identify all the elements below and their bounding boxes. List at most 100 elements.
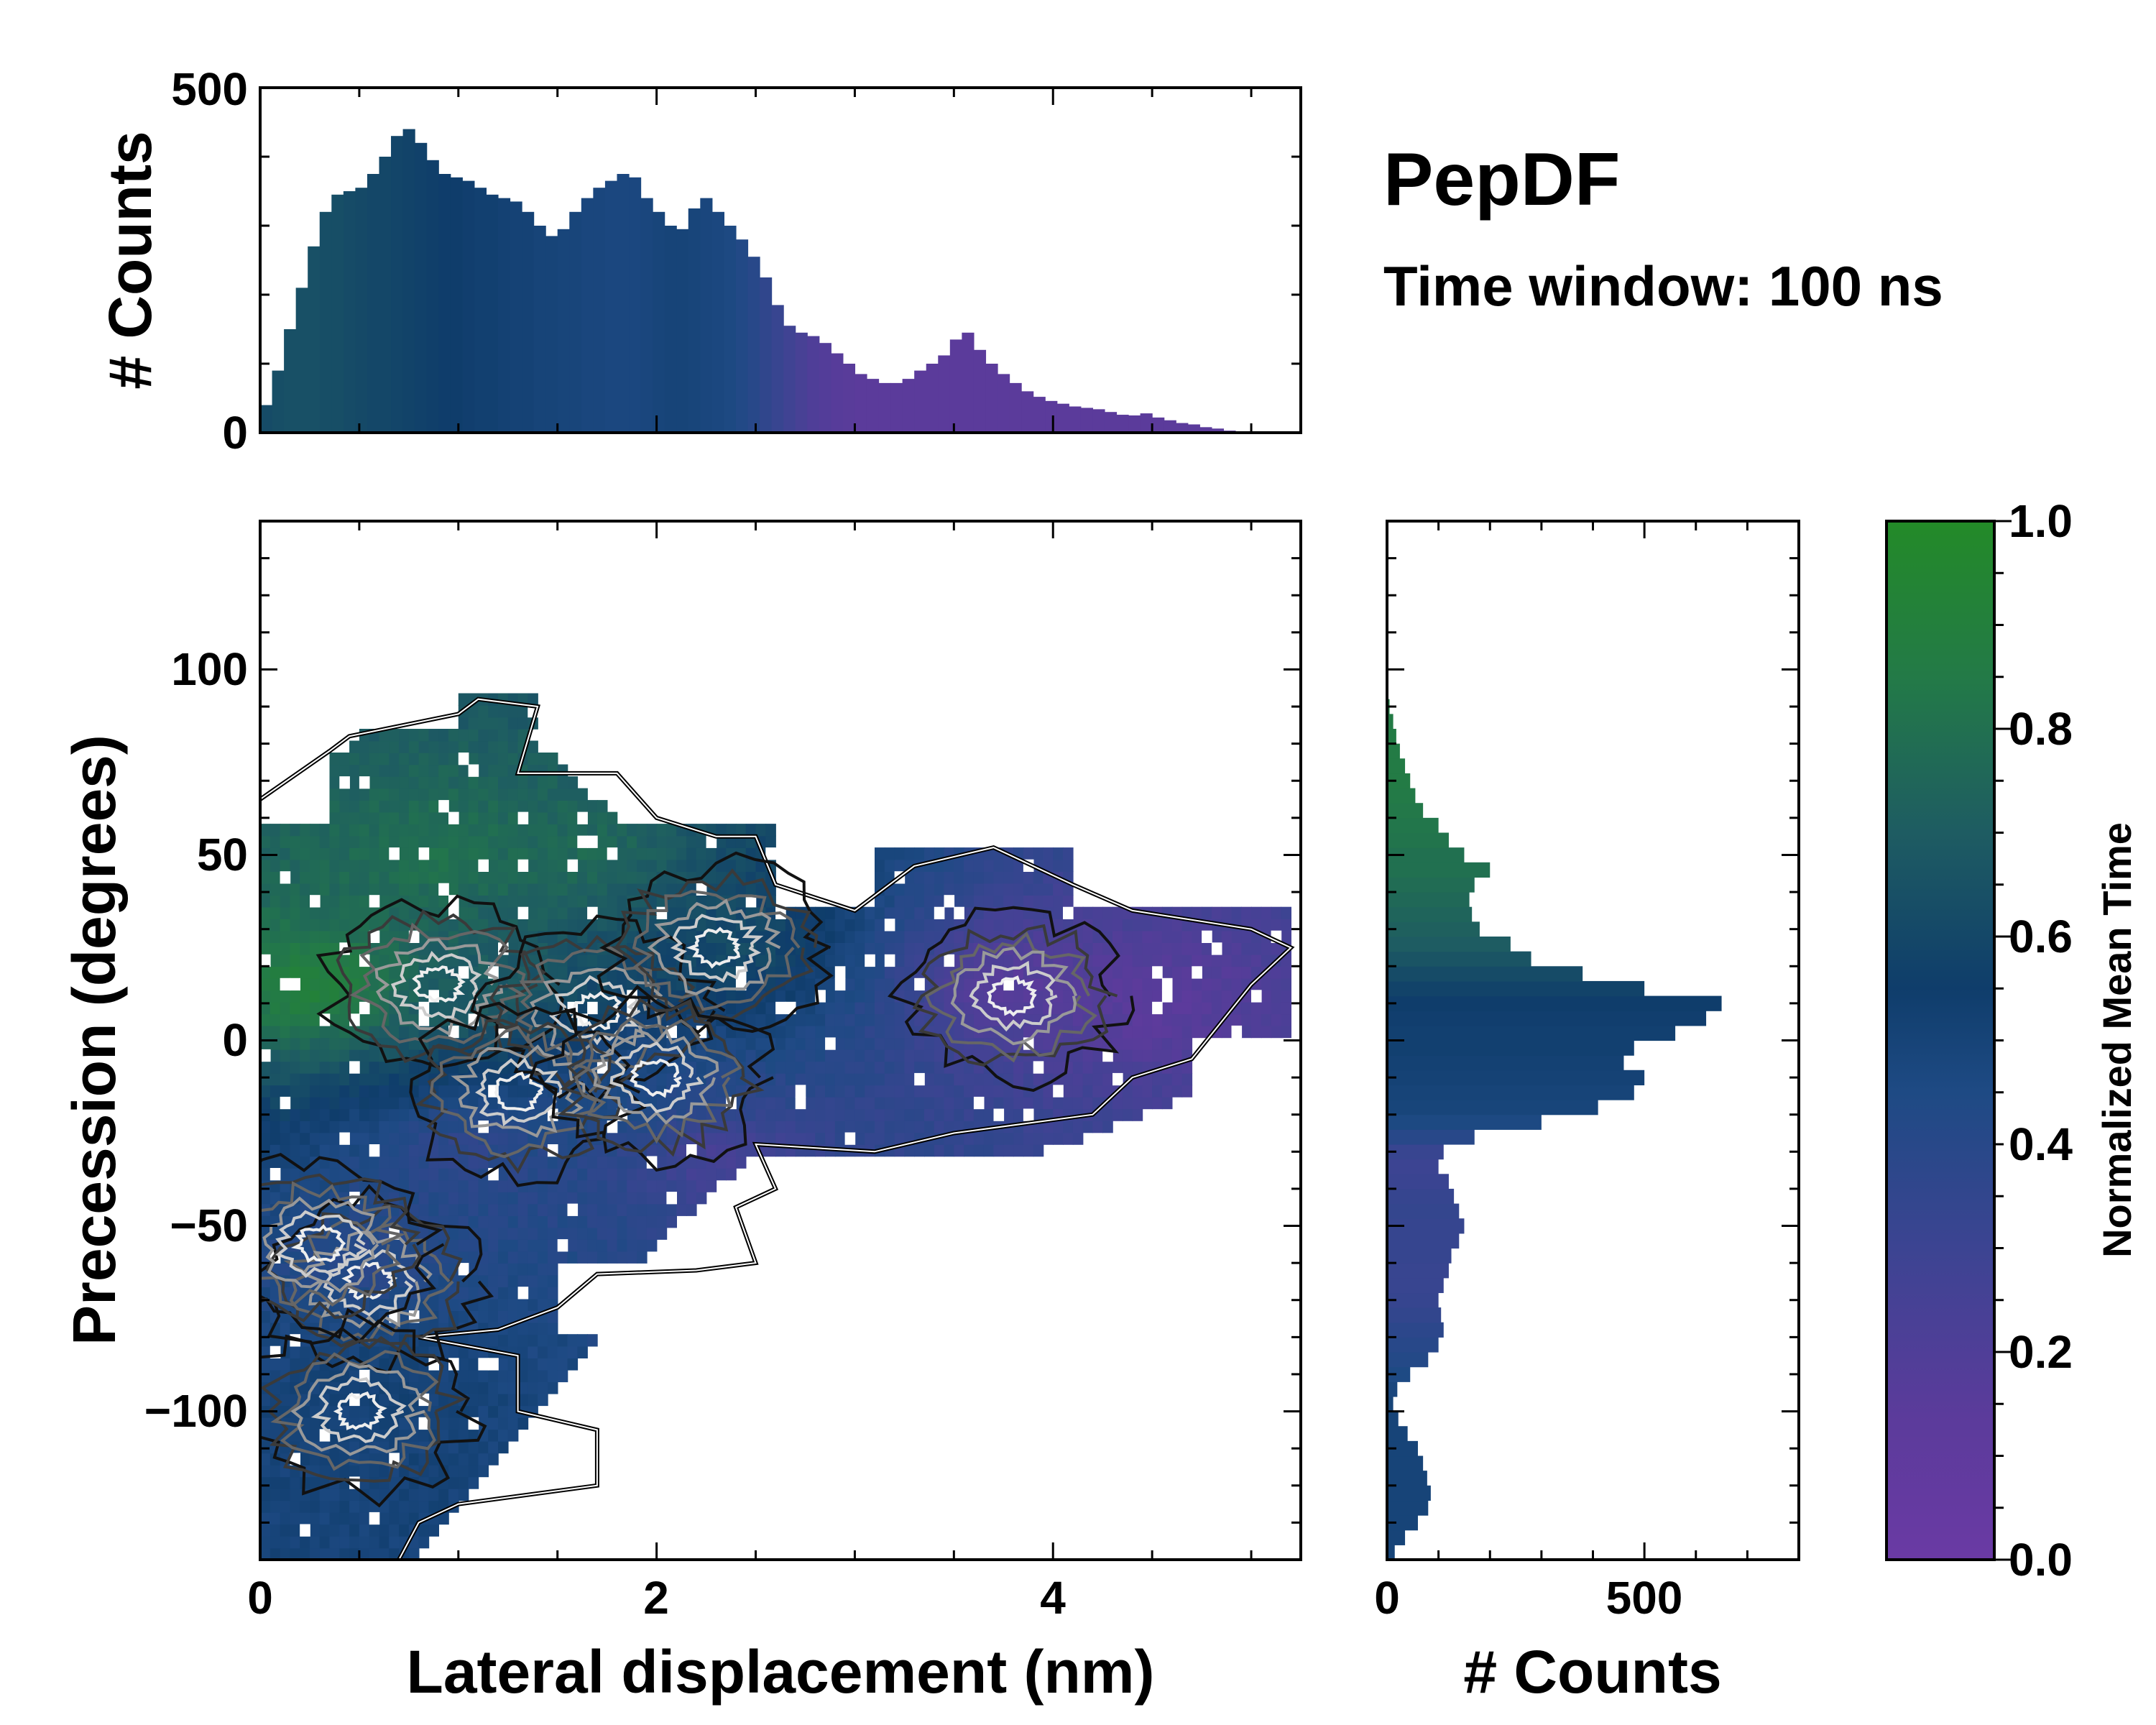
heatmap-cell <box>428 859 439 872</box>
heatmap-cell <box>478 764 489 777</box>
heatmap-cell <box>379 824 390 837</box>
heatmap-cell <box>1251 942 1262 955</box>
heatmap-cell <box>339 1108 350 1121</box>
heatmap-empty-cell <box>934 906 945 919</box>
heatmap-cell <box>567 800 579 813</box>
heatmap-cell <box>1112 1001 1123 1015</box>
heatmap-cell <box>517 800 529 813</box>
heatmap-cell <box>1181 930 1193 943</box>
heatmap-cell <box>934 1096 945 1110</box>
heatmap-cell <box>854 919 865 932</box>
heatmap-cell <box>290 966 300 979</box>
heatmap-cell <box>488 1227 499 1240</box>
heatmap-cell <box>1082 942 1094 955</box>
heatmap-cell <box>834 1132 846 1145</box>
heatmap-empty-cell <box>438 800 449 813</box>
heatmap-cell <box>1033 871 1044 884</box>
heatmap-cell <box>765 1001 776 1015</box>
top-histogram-bar <box>735 239 749 433</box>
heatmap-cell <box>587 1203 598 1216</box>
heatmap-empty-cell <box>359 1001 370 1015</box>
heatmap-cell <box>577 1215 588 1228</box>
heatmap-cell <box>1142 1001 1153 1015</box>
top-histogram-bar <box>522 211 535 433</box>
heatmap-cell <box>1102 1061 1113 1074</box>
heatmap-cell <box>954 883 964 896</box>
density-contour <box>265 1203 463 1353</box>
heatmap-cell <box>379 1156 390 1169</box>
heatmap-cell <box>290 1536 300 1549</box>
heatmap-empty-cell <box>359 776 370 789</box>
heatmap-cell <box>498 1369 509 1383</box>
heatmap-cell <box>310 1001 321 1015</box>
heatmap-cell <box>270 906 281 919</box>
heatmap-cell <box>1152 930 1163 943</box>
colorbar-tick-label-0.8: 0.8 <box>2009 703 2073 755</box>
heatmap-cell <box>656 1203 668 1216</box>
heatmap-cell <box>428 1168 439 1181</box>
heatmap-cell <box>795 1121 806 1133</box>
heatmap-cell <box>1053 1132 1064 1145</box>
heatmap-cell <box>884 1121 895 1133</box>
heatmap-cell <box>637 824 648 837</box>
heatmap-cell <box>438 1192 449 1205</box>
heatmap-cell <box>300 1453 310 1466</box>
top-histogram-bar <box>973 349 987 433</box>
heatmap-cell <box>904 1108 915 1121</box>
heatmap-cell <box>260 1417 271 1430</box>
heatmap-cell <box>696 1192 707 1205</box>
heatmap-cell <box>418 1203 430 1216</box>
heatmap-cell <box>646 919 658 932</box>
heatmap-cell <box>280 1524 291 1537</box>
heatmap-cell <box>587 1121 598 1133</box>
heatmap-cell <box>270 919 281 932</box>
heatmap-cell <box>448 1298 459 1311</box>
heatmap-cell <box>458 847 469 860</box>
heatmap-cell <box>538 811 548 824</box>
heatmap-cell <box>458 1440 469 1454</box>
heatmap-cell <box>379 1025 390 1039</box>
heatmap-cell <box>517 847 529 860</box>
right-histogram-bar <box>1387 1203 1460 1219</box>
heatmap-cell <box>260 1072 271 1086</box>
heatmap-cell <box>448 1476 459 1489</box>
colorbar-ticks <box>1994 520 2012 1561</box>
density-contour <box>315 894 564 1069</box>
heatmap-cell <box>300 1298 310 1311</box>
heatmap-cell <box>339 788 350 801</box>
heatmap-cell <box>458 811 469 824</box>
heatmap-cell <box>627 871 637 884</box>
heatmap-cell <box>726 978 737 991</box>
top-histogram-bar <box>653 211 665 433</box>
heatmap-cell <box>596 1251 608 1264</box>
heatmap-cell <box>498 1334 509 1347</box>
heatmap-cell <box>587 1144 598 1157</box>
heatmap-cell <box>408 1203 420 1216</box>
heatmap-cell <box>448 1203 459 1216</box>
heatmap-cell <box>428 1203 439 1216</box>
heatmap-cell <box>418 764 430 777</box>
heatmap-cell <box>270 871 281 884</box>
heatmap-cell <box>834 930 846 943</box>
heatmap-cell <box>280 1013 291 1026</box>
heatmap-cell <box>329 1085 341 1098</box>
heatmap-cell <box>319 978 331 991</box>
heatmap-cell <box>656 1215 668 1228</box>
heatmap-cell <box>260 1488 271 1501</box>
heatmap-cell <box>577 1156 588 1169</box>
right-xtick-label-500: 500 <box>1606 1572 1683 1624</box>
heatmap-cell <box>706 930 717 943</box>
heatmap-cell <box>884 1096 895 1110</box>
heatmap-cell <box>280 883 291 896</box>
heatmap-cell <box>280 954 291 967</box>
heatmap-cell <box>934 1121 945 1133</box>
heatmap-cell <box>1261 978 1272 991</box>
heatmap-cell <box>1033 1132 1044 1145</box>
heatmap-cell <box>1102 1085 1113 1098</box>
heatmap-cell <box>1013 1025 1024 1039</box>
heatmap-cell <box>973 1132 985 1145</box>
heatmap-cell <box>428 1156 439 1169</box>
heatmap-cell <box>577 883 588 896</box>
heatmap-cell <box>577 1239 588 1252</box>
heatmap-cell <box>310 1037 321 1050</box>
